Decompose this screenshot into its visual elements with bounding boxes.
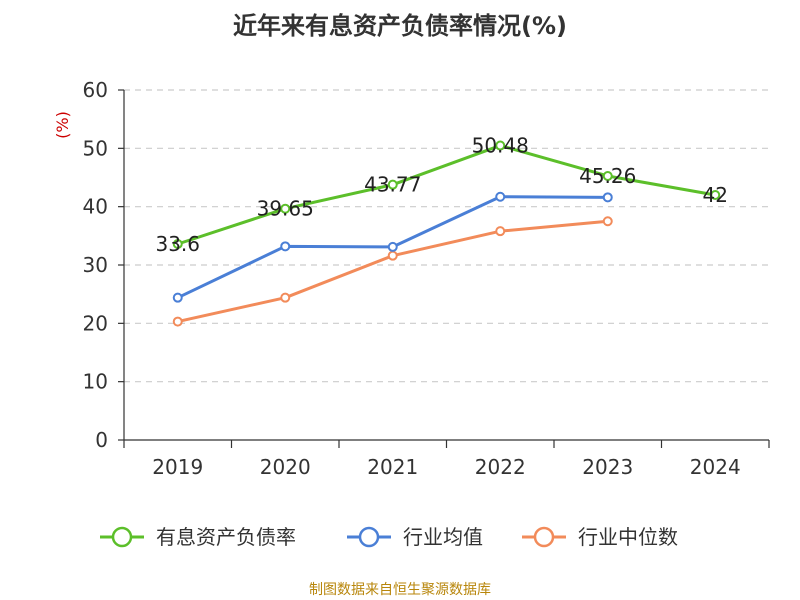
data-point	[495, 140, 506, 151]
data-point	[280, 292, 291, 303]
legend-swatch-marker	[111, 526, 133, 548]
data-point	[387, 250, 398, 261]
data-point	[602, 170, 613, 181]
legend-item[interactable]: 有息资产负债率	[100, 525, 296, 549]
x-tick-label: 2023	[582, 455, 633, 479]
data-point	[280, 241, 291, 252]
legend-item[interactable]: 行业均值	[347, 525, 483, 549]
y-tick-label: 20	[83, 311, 108, 335]
data-point	[495, 226, 506, 237]
data-point	[387, 241, 398, 252]
y-tick-label: 60	[83, 78, 108, 102]
series-lines	[172, 140, 721, 327]
x-tick-label: 2021	[367, 455, 418, 479]
legend-swatch-marker	[358, 526, 380, 548]
legend-label: 行业均值	[403, 525, 483, 549]
data-label: 42	[703, 183, 728, 207]
source-note: 制图数据来自恒生聚源数据库	[309, 582, 491, 598]
data-point	[602, 192, 613, 203]
legend-label: 行业中位数	[578, 525, 678, 549]
chart-title: 近年来有息资产负债率情况(%)	[233, 12, 567, 40]
y-tick-label: 10	[83, 370, 108, 394]
data-label: 50.48	[472, 134, 529, 158]
data-point	[280, 203, 291, 214]
x-tick-label: 2022	[475, 455, 526, 479]
gridlines	[124, 89, 769, 383]
series-line	[176, 219, 610, 324]
data-label: 43.77	[364, 173, 421, 197]
data-labels: 33.6 39.65 43.77 50.48 45.26 42	[155, 134, 727, 256]
series-line	[176, 144, 717, 246]
data-label: 39.65	[257, 197, 314, 221]
data-label: 33.6	[155, 232, 200, 256]
data-point	[602, 216, 613, 227]
legend-swatch-marker	[533, 526, 555, 548]
y-tick-label: 50	[83, 136, 108, 160]
legend: 有息资产负债率 行业均值 行业中位数	[100, 525, 678, 549]
x-tick-label: 2019	[152, 455, 203, 479]
axes: 0 10 20 30 40 50 60 2019 2020 2021 2022 2023 2024	[83, 78, 770, 479]
x-tick-label: 2020	[260, 455, 311, 479]
data-point	[495, 191, 506, 202]
data-point	[172, 316, 183, 327]
data-point	[172, 292, 183, 303]
y-axis-unit-label: (%)	[53, 111, 72, 139]
y-tick-label: 30	[83, 253, 108, 277]
data-point	[172, 239, 183, 249]
legend-item[interactable]: 行业中位数	[522, 525, 678, 549]
x-tick-label: 2024	[690, 455, 741, 479]
data-label: 45.26	[579, 164, 636, 188]
data-point	[387, 179, 398, 190]
legend-label: 有息资产负债率	[156, 525, 296, 549]
y-tick-label: 40	[83, 195, 108, 219]
data-point	[710, 190, 721, 200]
y-tick-label: 0	[95, 428, 108, 452]
